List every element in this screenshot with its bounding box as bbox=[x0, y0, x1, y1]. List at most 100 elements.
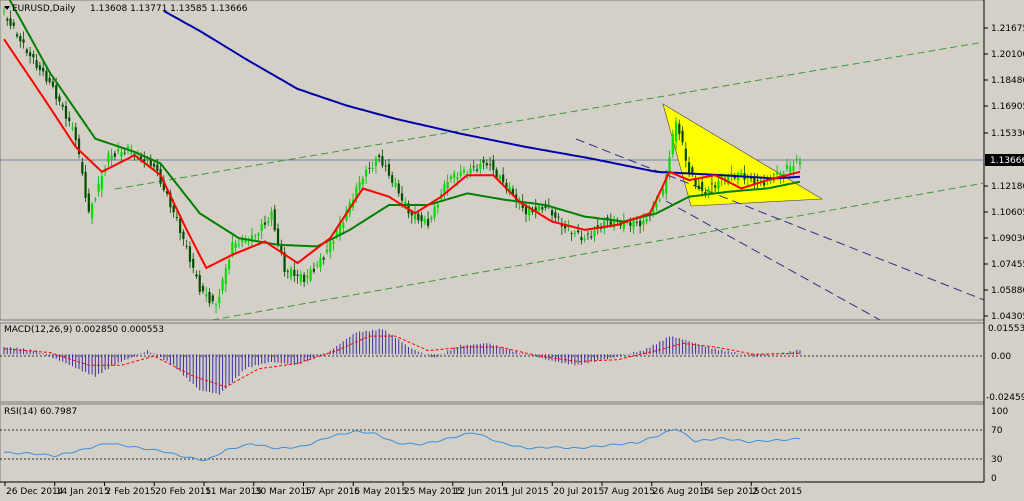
candle-body bbox=[446, 182, 449, 188]
candle-body bbox=[371, 168, 374, 169]
candle-body bbox=[433, 206, 436, 218]
price-tick: 1.04305 bbox=[991, 312, 1024, 322]
candle-body bbox=[391, 175, 394, 183]
candle-body bbox=[681, 130, 684, 143]
time-label: 1 Jul 2015 bbox=[504, 487, 549, 497]
candle-body bbox=[645, 218, 648, 222]
candle-body bbox=[110, 155, 113, 160]
candle-body bbox=[544, 204, 547, 208]
collapse-arrow-icon[interactable] bbox=[4, 6, 10, 10]
ohlc-values: 1.13608 1.13771 1.13585 1.13666 bbox=[90, 4, 248, 14]
candle-body bbox=[35, 60, 38, 68]
macd-panel bbox=[0, 322, 985, 403]
candle-body bbox=[652, 205, 655, 213]
price-axis: 1.21675 1.20100 1.18480 1.16905 1.15330 … bbox=[984, 24, 1024, 322]
candle-body bbox=[316, 264, 319, 266]
candle-body bbox=[2, 11, 6, 12]
candle-body bbox=[596, 225, 599, 227]
candle-body bbox=[64, 105, 68, 119]
candle-body bbox=[365, 169, 368, 177]
candle-body bbox=[273, 209, 276, 231]
candle-body bbox=[25, 49, 28, 53]
candle-body bbox=[449, 176, 453, 179]
candle-body bbox=[404, 201, 407, 206]
price-tick: 1.12180 bbox=[991, 182, 1024, 192]
candle-body bbox=[303, 274, 306, 283]
candle-body bbox=[573, 232, 577, 235]
candle-body bbox=[622, 220, 625, 229]
candle-body bbox=[655, 203, 658, 208]
candle-body bbox=[564, 225, 567, 229]
candle-body bbox=[570, 233, 573, 234]
candle-body bbox=[798, 161, 802, 164]
candle-body bbox=[469, 168, 472, 174]
candle-body bbox=[528, 208, 531, 216]
candle-body bbox=[74, 127, 77, 141]
candle-body bbox=[94, 198, 97, 201]
candle-body bbox=[789, 166, 792, 172]
candle-body bbox=[84, 171, 87, 198]
candle-body bbox=[413, 212, 417, 220]
candle-body bbox=[701, 182, 704, 191]
candle-body bbox=[267, 221, 270, 223]
candle-body bbox=[48, 77, 51, 83]
candle-body bbox=[175, 217, 179, 219]
candle-body bbox=[629, 222, 632, 226]
candle-body bbox=[590, 236, 593, 238]
candle-body bbox=[237, 244, 240, 246]
candle-body bbox=[234, 242, 237, 248]
candle-body bbox=[227, 259, 231, 270]
candle-body bbox=[312, 268, 316, 272]
candle-body bbox=[130, 152, 133, 154]
candle-body bbox=[423, 218, 426, 223]
candle-body bbox=[241, 237, 244, 243]
candle-body bbox=[247, 241, 250, 243]
candle-body bbox=[495, 169, 498, 178]
downtrend-line-lower bbox=[665, 200, 881, 320]
candle-body bbox=[280, 246, 283, 253]
candle-body bbox=[505, 182, 508, 190]
candle-body bbox=[162, 181, 165, 191]
candle-body bbox=[19, 36, 22, 42]
candle-body bbox=[38, 65, 41, 71]
candle-body bbox=[244, 239, 247, 243]
candle-body bbox=[567, 226, 570, 228]
rsi-tick: 30 bbox=[991, 455, 1003, 465]
candle-body bbox=[309, 269, 312, 281]
time-label: 2 Oct 2015 bbox=[752, 487, 802, 497]
ma-slow-line bbox=[163, 10, 801, 180]
candle-body bbox=[335, 230, 338, 237]
candle-body bbox=[195, 274, 198, 277]
candle-body bbox=[214, 304, 218, 306]
candle-body bbox=[146, 158, 149, 160]
candle-body bbox=[661, 188, 665, 196]
candle-body bbox=[687, 162, 691, 173]
macd-label: MACD(12,26,9) 0.002850 0.000553 bbox=[4, 325, 164, 335]
price-tick: 1.20100 bbox=[991, 50, 1024, 60]
candle-body bbox=[697, 185, 700, 189]
candle-body bbox=[254, 235, 257, 237]
candle-body bbox=[329, 242, 332, 253]
candle-body bbox=[717, 181, 720, 189]
rsi-panel bbox=[0, 403, 985, 483]
candle-body bbox=[740, 172, 743, 175]
candle-body bbox=[126, 146, 130, 151]
time-label: 12 Jun 2015 bbox=[454, 487, 508, 497]
candle-body bbox=[9, 18, 12, 26]
candle-body bbox=[260, 224, 263, 231]
candle-body bbox=[192, 258, 195, 268]
candle-body bbox=[107, 153, 110, 163]
candle-body bbox=[182, 231, 185, 239]
candle-body bbox=[482, 159, 485, 163]
candle-body bbox=[426, 218, 430, 226]
macd-tick-zero: 0.00 bbox=[991, 352, 1011, 362]
time-label: 11 Mar 2015 bbox=[205, 487, 262, 497]
candle-body bbox=[90, 203, 94, 219]
candle-body bbox=[674, 121, 678, 142]
candle-body bbox=[524, 205, 528, 215]
candle-body bbox=[400, 193, 404, 201]
candle-body bbox=[6, 18, 9, 21]
candle-body bbox=[378, 155, 381, 158]
